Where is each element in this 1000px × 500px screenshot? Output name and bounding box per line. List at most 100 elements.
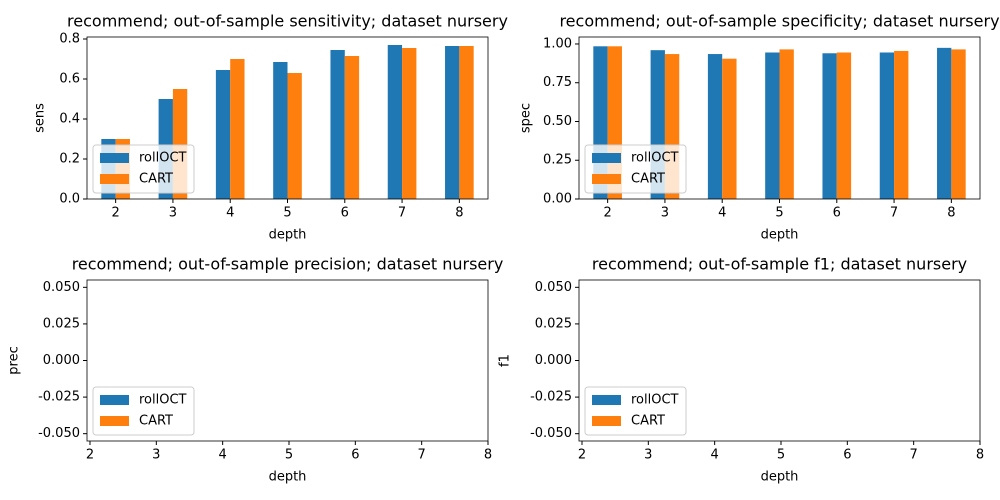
x-tick-label: 4 [718,206,726,221]
bar [707,54,723,200]
y-tick-label: 0.75 [543,75,572,90]
y-tick-label: -0.025 [530,390,572,405]
y-tick-label: -0.050 [530,426,572,441]
x-tick-label: 7 [398,206,406,221]
y-tick-label: 0.025 [43,316,80,331]
x-tick-label: 8 [947,206,955,221]
legend-swatch [100,153,129,163]
legend-swatch [100,395,129,405]
legend-label: rollOCT [139,393,187,408]
x-tick-label: 6 [843,448,851,463]
chart-title: recommend; out-of-sample sensitivity; da… [67,12,508,31]
bar [445,46,460,199]
x-tick-label: 5 [285,448,293,463]
x-tick-label: 6 [351,448,359,463]
y-tick-label: 0.050 [43,280,80,295]
chart-title: recommend; out-of-sample specificity; da… [559,12,999,31]
chart-title: recommend; out-of-sample precision; data… [72,255,504,274]
y-tick-label: 1.00 [543,36,572,51]
axes-frame [86,279,489,442]
x-tick-label: 7 [418,448,426,463]
legend-swatch [592,416,621,426]
y-axis-label: f1 [498,354,513,367]
bar [273,62,288,199]
bar [937,47,952,200]
bar [879,52,895,199]
x-axis-label: depth [761,470,799,485]
y-tick-label: 0.50 [543,114,572,129]
x-axis-label: depth [269,470,307,485]
x-tick-label: 7 [910,448,918,463]
bar [894,50,909,200]
legend-swatch [100,174,129,184]
legend-label: rollOCT [139,151,187,166]
y-tick-label: 0.000 [535,353,572,368]
bar [344,56,360,199]
chart-title: recommend; out-of-sample f1; dataset nur… [592,255,967,274]
x-tick-label: 5 [283,206,291,221]
x-tick-label: 8 [976,448,984,463]
x-tick-label: 5 [775,206,783,221]
y-tick-label: 0.000 [43,353,80,368]
y-axis-label: spec [519,103,534,133]
legend-label: rollOCT [631,151,679,166]
x-tick-label: 3 [644,448,652,463]
y-axis-label: sens [33,103,48,133]
y-tick-label: 0.2 [59,152,80,167]
y-tick-label: 0.050 [535,280,572,295]
bar [765,52,780,199]
legend-swatch [592,153,621,163]
x-tick-label: 4 [711,448,719,463]
bar [387,45,403,199]
x-tick-label: 2 [112,206,120,221]
bar [287,73,302,199]
legend-label: CART [631,414,665,429]
x-tick-label: 4 [226,206,234,221]
axes-frame [578,279,981,442]
legend-swatch [100,416,129,426]
bar [215,70,231,199]
bar [459,46,474,199]
y-axis-label: prec [7,346,22,374]
x-tick-label: 3 [661,206,669,221]
bar [822,53,837,199]
legend-swatch [592,395,621,405]
axes-frame [578,36,981,200]
bar [330,50,345,199]
bar [722,58,737,199]
legend-label: rollOCT [631,393,679,408]
axes-frame [86,36,489,200]
legend-swatch [592,174,621,184]
y-tick-label: 0.025 [535,316,572,331]
x-tick-label: 3 [152,448,160,463]
x-tick-label: 8 [455,206,463,221]
y-tick-label: -0.050 [38,426,80,441]
y-tick-label: -0.025 [38,390,80,405]
y-tick-label: 0.0 [59,192,80,207]
y-tick-label: 0.4 [59,112,80,127]
x-tick-label: 6 [833,206,841,221]
x-tick-label: 3 [169,206,177,221]
x-tick-label: 4 [219,448,227,463]
bar [836,52,852,199]
y-tick-label: 0.6 [59,72,80,87]
bar [779,49,794,199]
x-tick-label: 2 [578,448,586,463]
x-tick-label: 2 [86,448,94,463]
x-axis-label: depth [761,228,799,243]
x-tick-label: 7 [890,206,898,221]
x-axis-label: depth [269,228,307,243]
legend-label: CART [139,414,173,429]
y-tick-label: 0.00 [543,192,572,207]
bar [402,48,417,199]
y-tick-label: 0.25 [543,153,572,168]
x-tick-label: 6 [341,206,349,221]
y-tick-label: 0.8 [59,32,80,47]
bar [230,59,245,199]
x-tick-label: 8 [484,448,492,463]
x-tick-label: 5 [777,448,785,463]
legend-label: CART [139,172,173,187]
x-tick-label: 2 [604,206,612,221]
bar [951,49,966,199]
